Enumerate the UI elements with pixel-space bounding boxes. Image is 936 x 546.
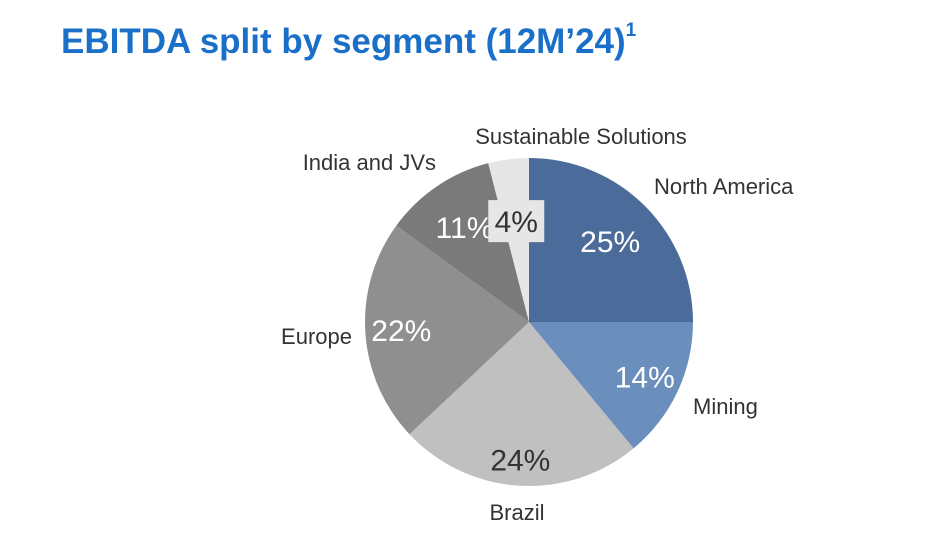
pie-slice-europe <box>365 225 529 435</box>
category-label: Brazil <box>489 500 544 525</box>
category-label: India and JVs <box>303 150 436 175</box>
chart-title-text: EBITDA split by segment (12M’24) <box>61 22 626 61</box>
data-label: 4% <box>495 206 538 239</box>
category-label: Europe <box>281 324 352 349</box>
data-label: 22% <box>371 315 431 348</box>
pie-slice-brazil <box>409 322 634 486</box>
category-label: Mining <box>693 394 758 419</box>
chart-title: EBITDA split by segment (12M’24)1 <box>61 20 637 62</box>
title-footnote: 1 <box>625 20 637 42</box>
data-label: 11% <box>436 212 494 245</box>
data-label: 14% <box>615 361 675 394</box>
data-label: 25% <box>580 226 640 259</box>
pie-slice-mining <box>529 322 693 449</box>
pie-slice-north-america <box>529 158 693 322</box>
category-label: North America <box>654 174 794 199</box>
category-label: Sustainable Solutions <box>475 124 687 149</box>
data-label: 24% <box>490 444 550 477</box>
data-label-background <box>488 200 545 243</box>
